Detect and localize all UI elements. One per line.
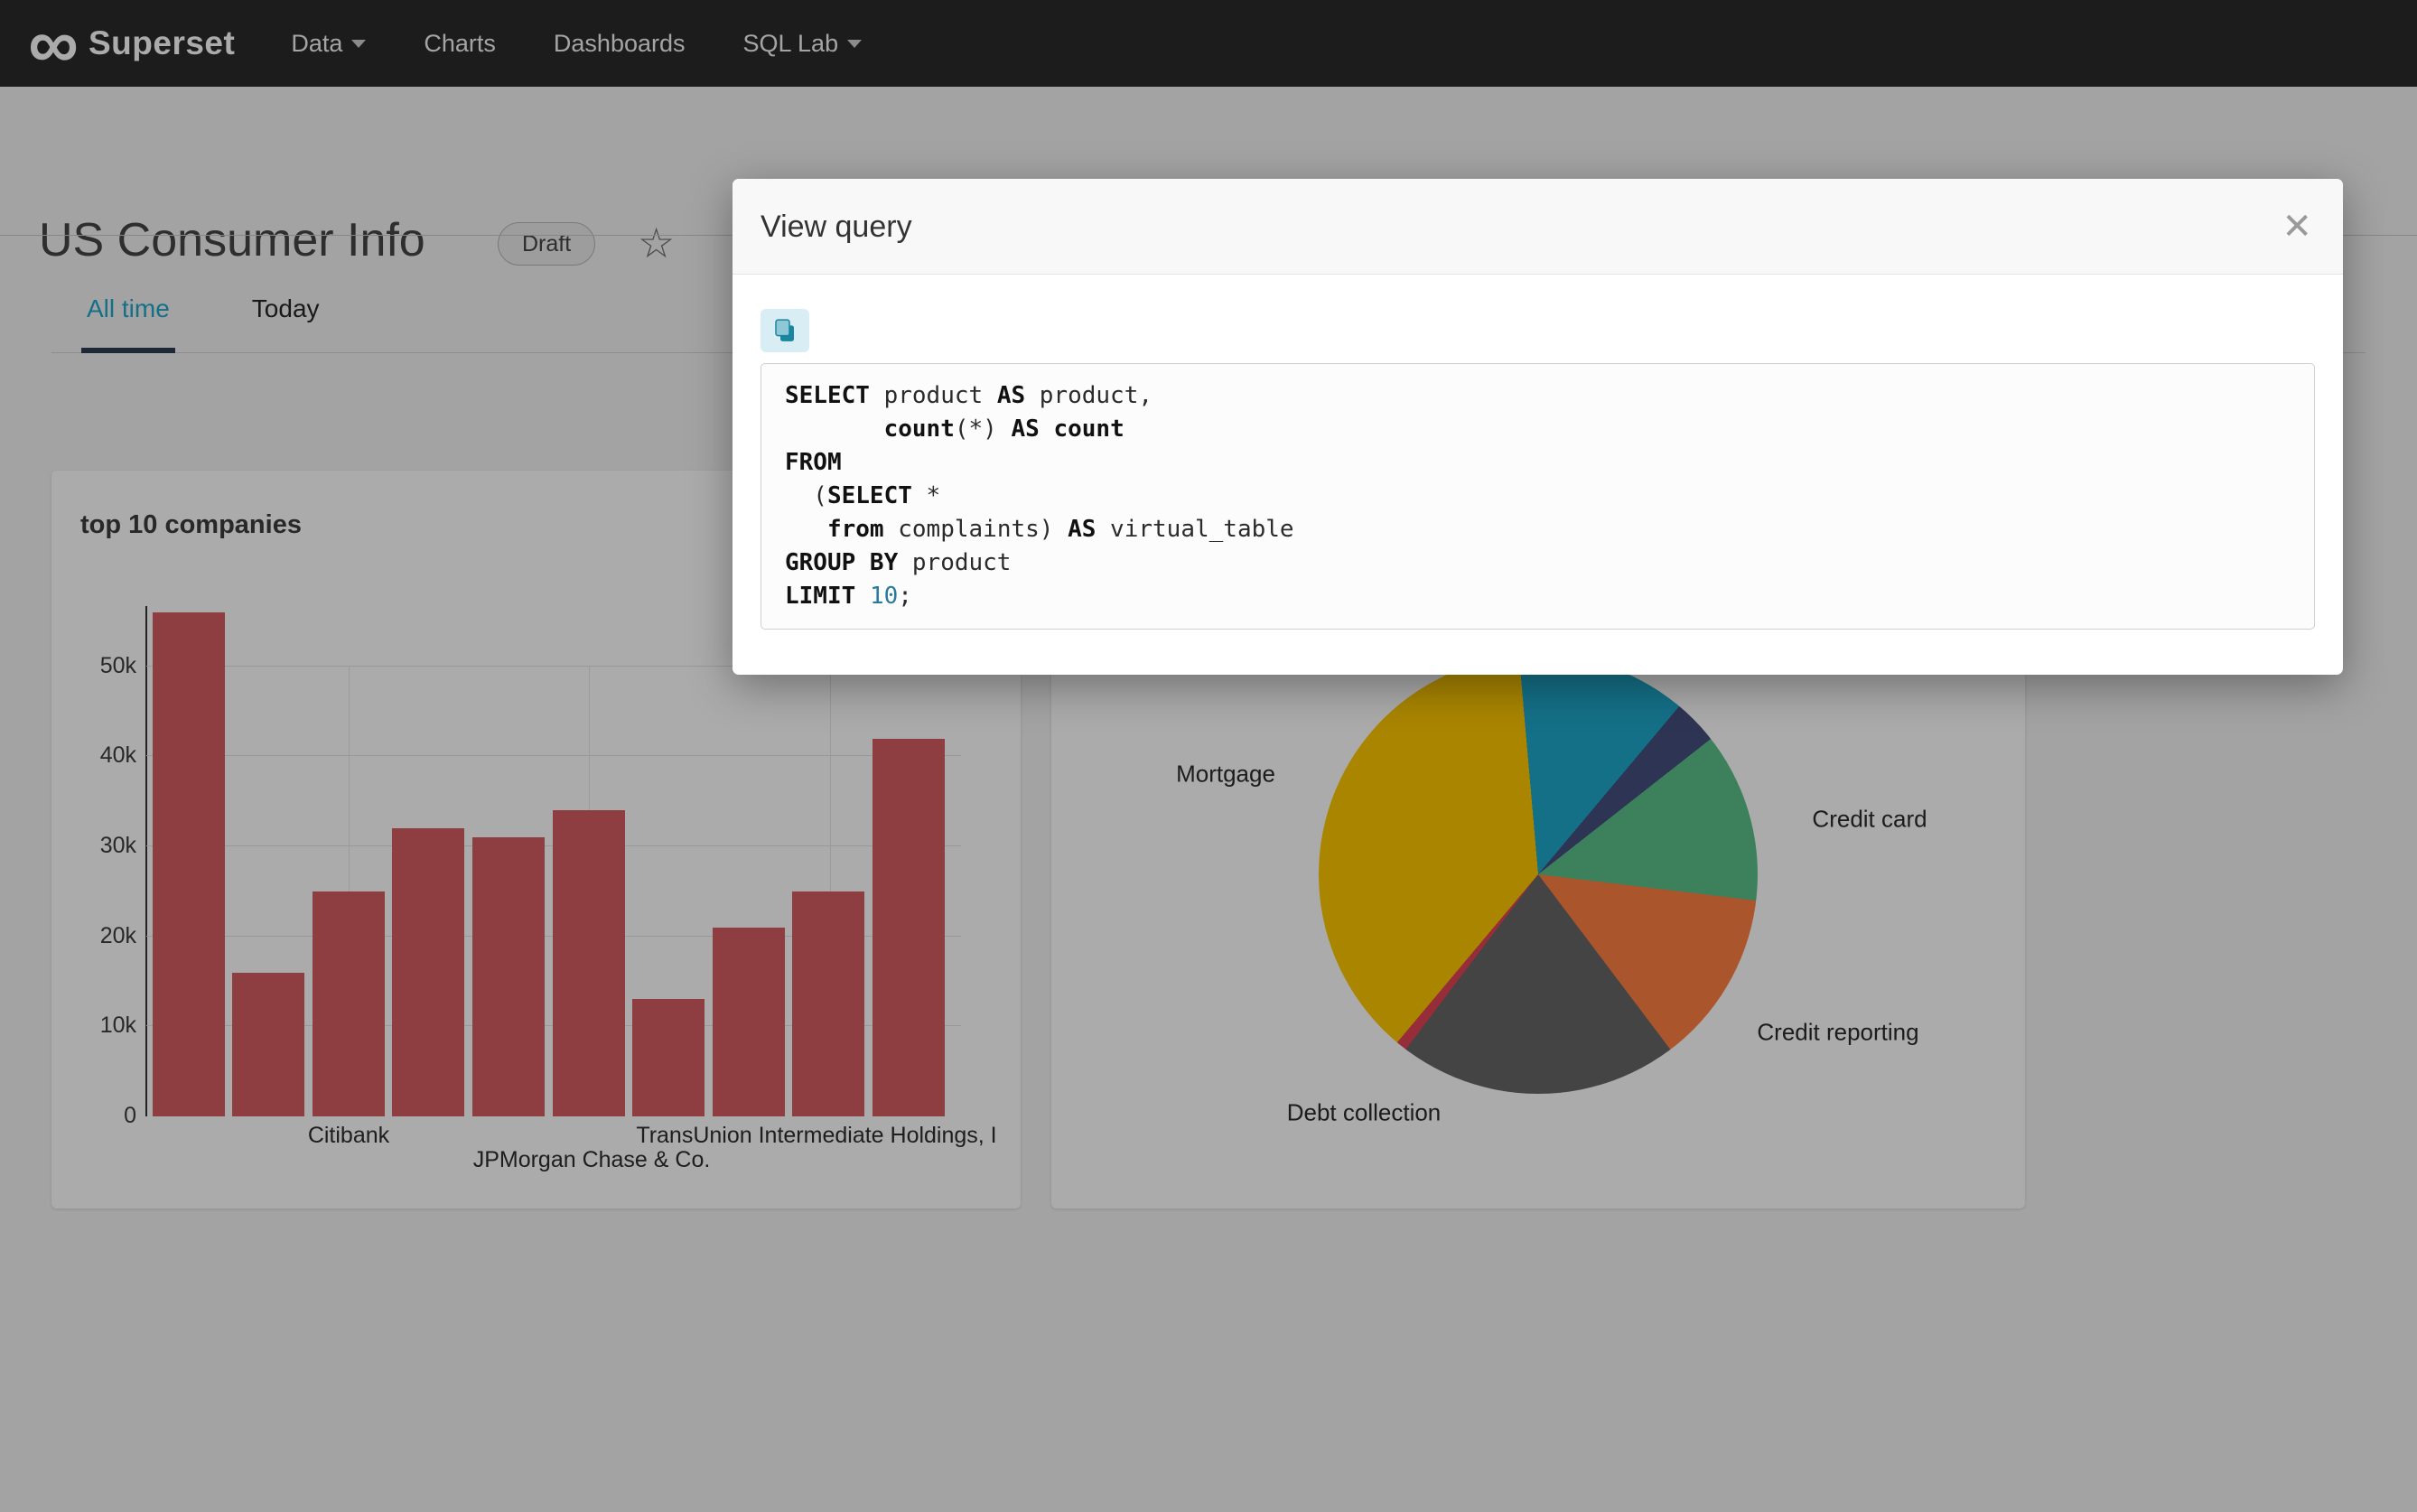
bar-chart-plot <box>145 606 961 1116</box>
pie-slice-label: Mortgage <box>1176 760 1275 788</box>
x-axis-tick-label: TransUnion Intermediate Holdings, I <box>636 1123 997 1148</box>
pie-slice-label: Credit card <box>1812 805 1927 833</box>
navbar: ∞ Superset Data Charts Dashboards SQL Lab <box>0 0 2417 87</box>
x-axis-tick-label: JPMorgan Chase & Co. <box>472 1147 711 1172</box>
y-axis-tick-label: 10k <box>99 1013 136 1039</box>
y-axis-tick-label: 30k <box>99 833 136 859</box>
y-axis-tick-label: 40k <box>99 742 136 769</box>
caret-down-icon <box>351 39 367 48</box>
y-axis-tick-label: 20k <box>99 922 136 948</box>
pie-slice-label: Debt collection <box>1286 1098 1442 1126</box>
pie-slice-label: Credit reporting <box>1757 1018 1919 1046</box>
dashboard-header: US Consumer Info Draft ☆ <box>0 87 2417 266</box>
superset-logo-icon[interactable]: ∞ <box>18 0 89 87</box>
caret-down-icon <box>847 39 863 48</box>
modal-title: View query <box>761 210 912 244</box>
bar-2 <box>312 891 385 1116</box>
gridline <box>146 755 961 757</box>
view-query-modal: View query ✕ SELECT product AS product, … <box>733 179 2343 675</box>
bar-4 <box>472 837 545 1116</box>
bar-6 <box>632 999 705 1116</box>
nav-item-label: SQL Lab <box>742 29 839 57</box>
brand-name[interactable]: Superset <box>89 24 236 61</box>
nav-item-data[interactable]: Data <box>291 29 367 58</box>
bar-9 <box>873 738 945 1116</box>
nav-item-label: Dashboards <box>553 29 686 57</box>
bar-5 <box>552 810 625 1116</box>
nav-item-label: Charts <box>424 29 496 57</box>
y-axis-line <box>145 606 147 1116</box>
modal-header: View query ✕ <box>733 179 2343 275</box>
page-title: US Consumer Info <box>39 214 425 266</box>
nav-item-sql-lab[interactable]: SQL Lab <box>743 30 863 58</box>
nav-item-charts[interactable]: Charts <box>424 30 496 58</box>
y-axis-tick-label: 50k <box>99 652 136 678</box>
infinity-glyph: ∞ <box>28 4 79 83</box>
x-axis-tick-label: Citibank <box>307 1123 390 1148</box>
favorite-star-icon[interactable]: ☆ <box>638 219 676 266</box>
copy-to-clipboard-button[interactable] <box>761 309 809 352</box>
gridline <box>146 665 961 667</box>
bar-chart-title: top 10 companies <box>80 510 302 539</box>
nav-item-dashboards[interactable]: Dashboards <box>554 30 686 58</box>
modal-body: SELECT product AS product, count(*) AS c… <box>733 275 2343 675</box>
bar-0 <box>152 612 225 1116</box>
pie-chart <box>1319 655 1758 1094</box>
navbar-menu: Data Charts Dashboards SQL Lab <box>291 30 919 58</box>
y-axis-tick-label: 0 <box>124 1103 136 1128</box>
nav-item-label: Data <box>291 29 343 57</box>
bar-1 <box>232 972 305 1116</box>
sql-query-text: SELECT product AS product, count(*) AS c… <box>761 363 2315 630</box>
tab-today[interactable]: Today <box>251 294 320 322</box>
copy-icon <box>775 319 794 341</box>
bar-7 <box>712 927 785 1116</box>
close-icon[interactable]: ✕ <box>2282 207 2312 247</box>
bar-3 <box>392 828 465 1116</box>
tab-all-time[interactable]: All time <box>81 276 175 353</box>
bar-chart-card: top 10 companies 0 10k 20k 30k 40k 50k Citiban… <box>51 471 1021 1209</box>
bar-8 <box>792 891 865 1116</box>
